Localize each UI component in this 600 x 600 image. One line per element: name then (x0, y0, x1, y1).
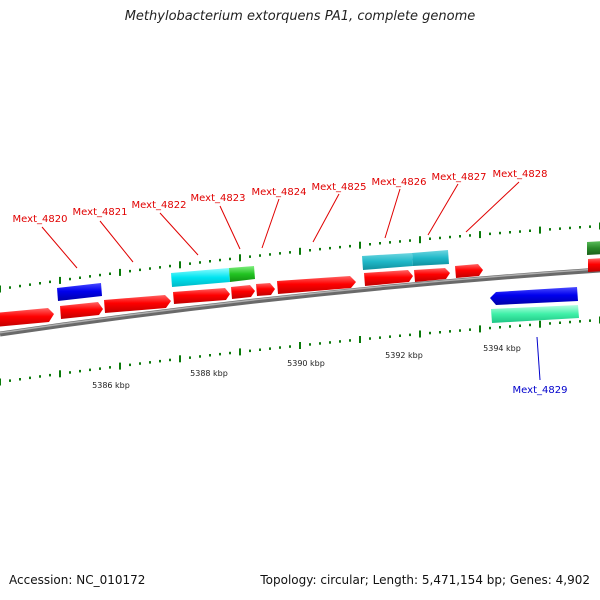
leader-line (465, 181, 520, 233)
genome-backbone (0, 267, 600, 337)
gene-label[interactable]: Mext_4825 (312, 182, 367, 193)
scale-label: 5386 kbp (92, 381, 130, 390)
rna-feature-block[interactable] (362, 253, 413, 270)
gene-arrow[interactable] (104, 295, 171, 313)
gene-arrow[interactable] (0, 308, 54, 327)
gene-labels: Mext_4820 Mext_4821 Mext_4822 Mext_4823 … (13, 169, 568, 396)
genome-backbone-highlight (0, 268, 600, 334)
gene-arrow[interactable] (256, 283, 275, 296)
leader-line (536, 336, 541, 381)
feature-track-upper (57, 241, 600, 301)
gene-label[interactable]: Mext_4822 (132, 200, 187, 211)
forward-cds-track (0, 258, 600, 327)
leader-line (384, 188, 401, 239)
misc-feature-block[interactable] (229, 266, 255, 282)
scale-label: 5388 kbp (190, 369, 228, 378)
gene-arrow[interactable] (173, 288, 230, 304)
leader-line (219, 205, 241, 250)
gene-arrow[interactable] (277, 276, 356, 294)
inner-tick-ring (0, 316, 600, 386)
gene-arrow[interactable] (231, 285, 255, 299)
gene-label[interactable]: Mext_4824 (252, 187, 307, 198)
leader-line (99, 220, 134, 263)
gene-arrow[interactable] (490, 287, 578, 305)
rna-feature-block[interactable] (412, 250, 449, 266)
genome-summary-text: Topology: circular; Length: 5,471,154 bp… (260, 573, 590, 587)
gene-arrow[interactable] (60, 302, 103, 319)
gene-label[interactable]: Mext_4829 (513, 385, 568, 396)
gene-arrow[interactable] (414, 268, 450, 282)
rna-feature-block[interactable] (171, 268, 230, 287)
leader-line (261, 198, 280, 249)
reverse-gene-block[interactable] (57, 283, 102, 301)
misc-feature-block[interactable] (587, 241, 600, 255)
gene-arrow[interactable] (588, 258, 600, 272)
label-leaders (41, 181, 541, 381)
scale-labels: 5386 kbp 5388 kbp 5390 kbp 5392 kbp 5394… (92, 344, 521, 390)
gene-arrow[interactable] (364, 270, 413, 286)
gene-label[interactable]: Mext_4828 (493, 169, 548, 180)
gene-label[interactable]: Mext_4823 (191, 193, 246, 204)
gene-label[interactable]: Mext_4821 (73, 207, 128, 218)
rna-feature-block[interactable] (491, 305, 579, 323)
leader-line (427, 183, 459, 236)
outer-tick-ring (0, 222, 600, 293)
gene-label[interactable]: Mext_4827 (432, 172, 487, 183)
gene-label[interactable]: Mext_4826 (372, 177, 427, 188)
gene-label[interactable]: Mext_4820 (13, 214, 68, 225)
accession-text: Accession: NC_010172 (9, 573, 146, 587)
gene-arrow[interactable] (455, 264, 483, 278)
map-title: Methylobacterium extorquens PA1, complet… (124, 9, 476, 24)
leader-line (41, 226, 78, 269)
scale-label: 5394 kbp (483, 344, 521, 353)
reverse-cds-track (490, 287, 579, 323)
leader-line (159, 212, 199, 256)
scale-label: 5390 kbp (287, 359, 325, 368)
leader-line (312, 193, 340, 243)
scale-label: 5392 kbp (385, 351, 423, 360)
